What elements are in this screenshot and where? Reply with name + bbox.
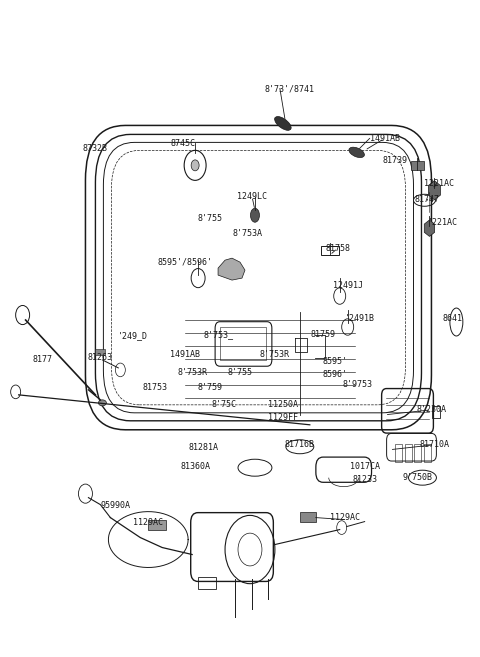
Text: 1129AC: 1129AC <box>330 513 360 522</box>
Bar <box>410 162 424 170</box>
Bar <box>415 443 421 462</box>
Ellipse shape <box>98 400 107 406</box>
Circle shape <box>191 160 199 171</box>
Bar <box>405 443 411 462</box>
Text: 8'753A: 8'753A <box>233 229 263 238</box>
Text: 11250A: 11250A <box>268 400 298 409</box>
Text: 81281A: 81281A <box>188 443 218 452</box>
Text: 1249LC: 1249LC <box>237 192 267 201</box>
Text: 81753: 81753 <box>143 384 168 392</box>
Text: 8'753_: 8'753_ <box>203 330 233 340</box>
Polygon shape <box>218 258 245 280</box>
Text: 1129AC: 1129AC <box>133 518 163 527</box>
Bar <box>300 512 316 522</box>
Ellipse shape <box>349 147 364 158</box>
Bar <box>198 578 216 589</box>
Bar <box>148 520 166 530</box>
Bar <box>395 443 402 462</box>
Text: 8595'/8596': 8595'/8596' <box>157 258 213 267</box>
Text: 8'753R: 8'753R <box>177 369 207 377</box>
Text: 8745C: 8745C <box>171 139 196 148</box>
Text: 8'753R: 8'753R <box>260 350 290 359</box>
Text: 8'9753: 8'9753 <box>343 380 372 390</box>
Text: 9'750B: 9'750B <box>403 473 432 482</box>
Text: 81747: 81747 <box>415 194 440 204</box>
Ellipse shape <box>275 116 291 130</box>
Text: '2491B: '2491B <box>345 313 375 323</box>
Text: 81263: 81263 <box>88 353 113 363</box>
Text: 12491J: 12491J <box>333 281 363 290</box>
Text: 8595': 8595' <box>322 357 347 367</box>
Text: 8'230A: 8'230A <box>417 405 446 415</box>
Text: 1017CA: 1017CA <box>349 463 380 471</box>
Text: 81360A: 81360A <box>180 463 210 471</box>
Text: 8641: 8641 <box>443 313 462 323</box>
Text: 1221AC: 1221AC <box>424 179 455 188</box>
Text: 8'755: 8'755 <box>228 369 252 377</box>
Text: 8732B: 8732B <box>83 144 108 153</box>
Text: 1129FF: 1129FF <box>268 413 298 422</box>
Text: 81758: 81758 <box>325 244 350 253</box>
Text: '221AC: '221AC <box>427 217 457 227</box>
Bar <box>424 443 432 462</box>
Text: 8'73'/8741: 8'73'/8741 <box>265 84 315 93</box>
Text: 1491AB: 1491AB <box>170 350 200 359</box>
Text: 1491AB: 1491AB <box>370 134 399 143</box>
Text: 81710A: 81710A <box>420 440 449 449</box>
Text: 81716B: 81716B <box>285 440 315 449</box>
Text: 8'75C: 8'75C <box>212 400 237 409</box>
Text: 81739: 81739 <box>382 156 407 165</box>
Bar <box>432 406 441 418</box>
Text: 95990A: 95990A <box>100 501 131 510</box>
Bar <box>220 327 266 360</box>
Bar <box>321 246 339 255</box>
Text: 8177: 8177 <box>33 355 53 365</box>
Text: 8'755: 8'755 <box>198 214 223 223</box>
Text: 8'759: 8'759 <box>198 384 223 392</box>
Bar <box>96 349 106 355</box>
Ellipse shape <box>251 208 260 222</box>
Text: 8596': 8596' <box>322 371 347 379</box>
Text: 81233: 81233 <box>352 475 377 484</box>
Text: 81759: 81759 <box>310 330 335 340</box>
Text: '249_D: '249_D <box>118 332 148 340</box>
